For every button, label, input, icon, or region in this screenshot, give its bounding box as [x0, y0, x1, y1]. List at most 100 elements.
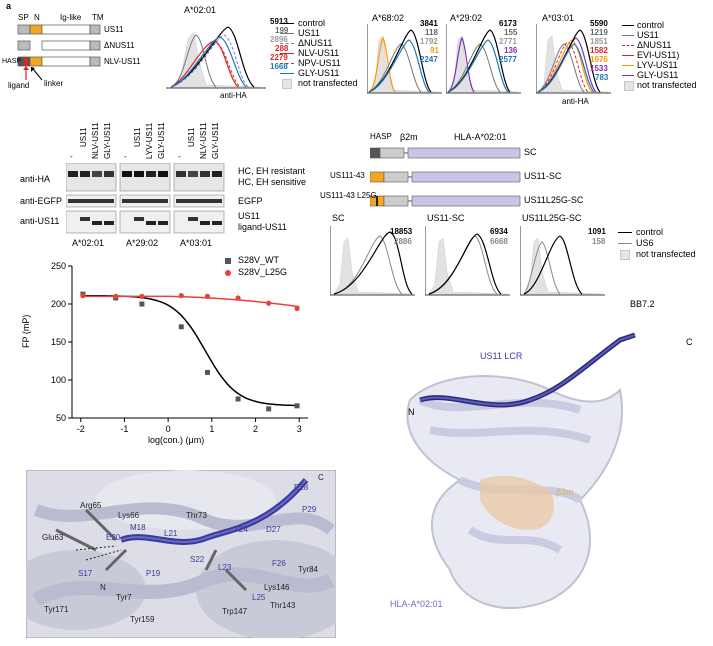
construct-diagram — [17, 24, 101, 81]
legend1-item-0: control — [298, 18, 326, 28]
x-tick-label-3: 1 — [209, 424, 214, 434]
fp-legend-1: S28V_L25G — [238, 267, 288, 277]
res-2: Thr73 — [186, 511, 207, 520]
point-1-1 — [113, 293, 119, 299]
res-7: T24 — [234, 525, 248, 534]
point-1-5 — [235, 295, 241, 301]
point-0-6 — [266, 406, 272, 412]
b2m-label: β2m — [556, 487, 574, 497]
res-15: L23 — [218, 563, 232, 572]
legend1-item-5: GLY-US11 — [298, 68, 340, 78]
construct-nlv-us11: NLV-US11 — [104, 57, 141, 66]
fp-chart: -2 -1 0 1 2 3 50 100 150 200 250 — [51, 261, 308, 434]
fp-ylabel: FP (mP) — [21, 314, 31, 348]
res-11: C — [318, 473, 324, 482]
sc-hist-plot-2 — [520, 226, 605, 296]
xlabel-anti-ha-2: anti-HA — [562, 97, 589, 106]
panel-a: a SP N Ig-like TM US11 ΔNUS11 NLV-US11 H… — [0, 0, 150, 100]
res-21: Lys146 — [264, 583, 290, 592]
res-6: L21 — [164, 529, 178, 538]
hist-title-a2902: A*29:02 — [450, 13, 483, 23]
sc-legend-0: control — [636, 227, 664, 237]
blot-right-3: US11 — [238, 211, 260, 221]
hist-plot-a2902 — [446, 24, 521, 94]
value-a0201-0: 5913 — [270, 17, 288, 26]
legend1-item-6: not transfected — [298, 78, 358, 88]
panel-label-a: a — [6, 1, 12, 11]
res-19: Tyr7 — [116, 593, 132, 602]
sc-hist-val-0-1: 2886 — [394, 237, 412, 246]
sc-hist-val-0-0: 18853 — [390, 227, 413, 236]
value-a6802-2: 1792 — [420, 37, 438, 46]
value-a6802-1: 118 — [425, 28, 438, 37]
sc-left-1: US111-43 L25G — [320, 191, 377, 200]
value-a0201-1: 199 — [275, 26, 289, 35]
blot-right-2: EGFP — [238, 196, 263, 206]
fp-xlabel: log(con.) (μm) — [148, 435, 205, 445]
lane-1-2: LYV-US11 — [145, 122, 154, 159]
hist-title-a0201: A*02:01 — [184, 5, 217, 15]
panel-d-hists: SC 18853 2886 US11-SC 6934 6668 US11L25G… — [330, 212, 710, 312]
blot-right-1: HC, EH sensitive — [238, 177, 307, 187]
blot-allele-2: A*03:01 — [180, 238, 213, 248]
xlabel-anti-ha-1: anti-HA — [220, 91, 247, 100]
y-tick-label-0: 50 — [56, 413, 66, 423]
value-a0201-3: 288 — [275, 44, 289, 53]
res-14: S22 — [190, 555, 205, 564]
value-a0301-5: 1533 — [590, 64, 608, 73]
lane-0-0: - — [70, 152, 73, 161]
blot-right-0: HC, EH resistant — [238, 166, 306, 176]
structure-overview — [406, 332, 636, 609]
value-a2902-2: 2771 — [499, 37, 517, 46]
point-0-7 — [294, 403, 300, 409]
panel-e-chart: -2 -1 0 1 2 3 50 100 150 200 250 FP (mP) log(con.)… — [21, 250, 328, 450]
lcr-c: C — [686, 337, 693, 347]
point-0-2 — [139, 301, 145, 307]
res-18: N — [100, 583, 106, 592]
value-a0301-3: 1582 — [590, 46, 608, 55]
sc-hist-val-1-1: 6668 — [490, 237, 508, 246]
lane-0-2: NLV-US11 — [91, 122, 100, 159]
structure-image — [26, 470, 336, 638]
point-0-5 — [235, 396, 241, 402]
res-9: E28 — [294, 483, 309, 492]
legend1-item-1: US11 — [298, 28, 320, 38]
y-tick-label-4: 250 — [51, 261, 66, 271]
value-a0301-4: 1976 — [590, 55, 608, 64]
fp-legend-marker-0 — [225, 258, 231, 264]
domain-ig-like: Ig-like — [60, 13, 82, 22]
legend2-item-2: ΔNUS11 — [637, 40, 672, 50]
domain-sp: SP — [18, 13, 29, 22]
value-a0201-2: 2896 — [270, 35, 288, 44]
legend2-item-1: US11 — [637, 30, 659, 40]
x-tick-label-1: -1 — [120, 424, 128, 434]
value-a2902-4: 2577 — [499, 55, 517, 64]
value-a0301-2: 1851 — [590, 37, 608, 46]
point-0-3 — [178, 324, 184, 330]
sc-b2m: β2m — [400, 132, 418, 142]
sc-hla: HLA-A*02:01 — [454, 132, 507, 142]
value-a0201-5: 1668 — [270, 62, 288, 71]
blot-image — [66, 163, 225, 234]
point-0-4 — [204, 369, 210, 375]
sc-row-1: US11-SC — [524, 171, 562, 181]
res-12: S17 — [78, 569, 93, 578]
domain-n: N — [34, 13, 40, 22]
fp-legend-marker-1 — [225, 270, 231, 276]
sc-hist-val-2-1: 158 — [592, 237, 606, 246]
sc-hist-val-1-0: 6934 — [490, 227, 508, 236]
point-1-2 — [139, 293, 145, 299]
ligand-label: ligand — [8, 81, 30, 90]
x-tick-label-2: 0 — [166, 424, 171, 434]
fp-legend-0: S28V_WT — [238, 255, 280, 265]
value-a6802-4: 2247 — [420, 55, 438, 64]
y-tick-label-2: 150 — [51, 337, 66, 347]
sc-legend-2: not transfected — [636, 249, 696, 259]
legend-1: control US11 ΔNUS11 NLV-US11 NPV-US11 GL… — [280, 18, 380, 98]
blot-allele-0: A*02:01 — [72, 238, 105, 248]
res-23: Trp147 — [222, 607, 248, 616]
value-a2902-0: 6173 — [499, 19, 517, 28]
ha-sp-label: HASP — [2, 58, 22, 65]
legend2-item-5: GLY-US11 — [637, 70, 679, 80]
panel-g-structure: US11 LCR C N β2m HLA-A*02:01 — [380, 330, 710, 630]
